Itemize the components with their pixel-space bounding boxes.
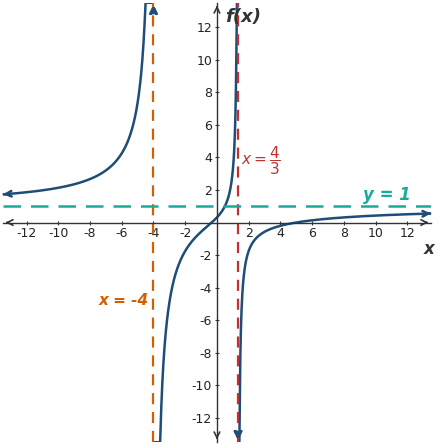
Text: x = -4: x = -4 xyxy=(99,293,149,308)
Text: $x = \dfrac{4}{3}$: $x = \dfrac{4}{3}$ xyxy=(241,144,281,177)
Text: f(x): f(x) xyxy=(225,8,261,26)
Text: x: x xyxy=(424,240,435,259)
Text: y = 1: y = 1 xyxy=(363,186,411,204)
